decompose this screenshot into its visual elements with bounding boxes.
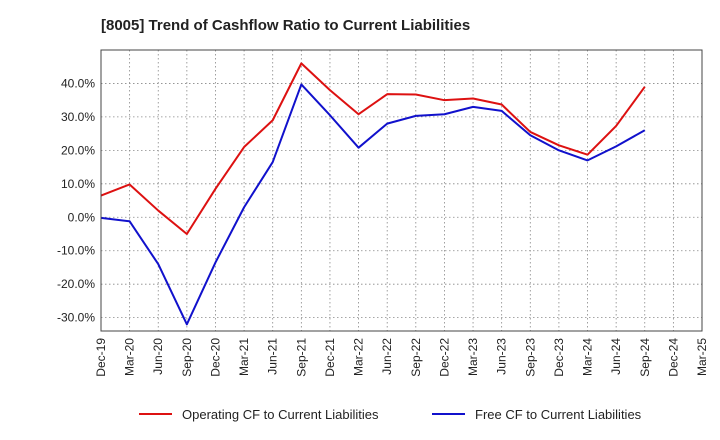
x-tick-label: Mar-23 (466, 338, 480, 376)
x-tick-label: Mar-25 (695, 338, 709, 376)
legend-label-1: Operating CF to Current Liabilities (182, 407, 379, 422)
x-tick-label: Jun-22 (380, 338, 394, 375)
x-tick-label: Sep-21 (294, 338, 308, 377)
y-axis-ticks: -30.0% -20.0% -10.0% 0.0% 10.0% 20.0% 30.0% 40.… (57, 76, 95, 324)
series-line-2 (100, 83, 646, 326)
x-tick-label: Dec-24 (666, 338, 680, 377)
y-tick-label: -30.0% (57, 311, 95, 325)
x-tick-label: Mar-24 (581, 338, 595, 376)
y-tick-label: 0.0% (68, 210, 96, 224)
chart-title: [8005] Trend of Cashflow Ratio to Curren… (101, 17, 470, 34)
x-tick-label: Mar-22 (352, 338, 366, 376)
x-tick-label: Dec-21 (323, 338, 337, 377)
x-tick-label: Jun-23 (495, 338, 509, 375)
legend-label-2: Free CF to Current Liabilities (475, 407, 642, 422)
y-tick-label: 20.0% (61, 143, 95, 157)
chart-legend: Operating CF to Current Liabilities Free … (139, 407, 642, 422)
y-tick-label: -10.0% (57, 244, 95, 258)
x-tick-label: Sep-23 (523, 338, 537, 377)
plot-frame (100, 49, 703, 332)
y-tick-label: 10.0% (61, 177, 95, 191)
x-tick-label: Sep-22 (409, 338, 423, 377)
x-tick-label: Dec-20 (208, 338, 222, 377)
x-tick-label: Sep-24 (638, 338, 652, 377)
x-tick-label: Jun-21 (266, 338, 280, 375)
y-tick-label: 30.0% (61, 110, 95, 124)
x-tick-label: Dec-19 (94, 338, 108, 377)
series-line-1 (100, 62, 646, 235)
x-tick-label: Mar-21 (237, 338, 251, 376)
y-tick-label: 40.0% (61, 76, 95, 90)
x-axis-ticks: Dec-19 Mar-20 Jun-20 Sep-20 Dec-20 Mar-21 Jun-… (94, 338, 709, 377)
x-tick-label: Jun-24 (609, 338, 623, 375)
x-tick-label: Dec-22 (437, 338, 451, 377)
series-lines (100, 62, 646, 326)
x-tick-label: Sep-20 (180, 338, 194, 377)
chart-grid (100, 50, 703, 331)
x-tick-label: Jun-20 (151, 338, 165, 375)
x-tick-label: Mar-20 (123, 338, 137, 376)
y-tick-label: -20.0% (57, 277, 95, 291)
x-tick-label: Dec-23 (552, 338, 566, 377)
